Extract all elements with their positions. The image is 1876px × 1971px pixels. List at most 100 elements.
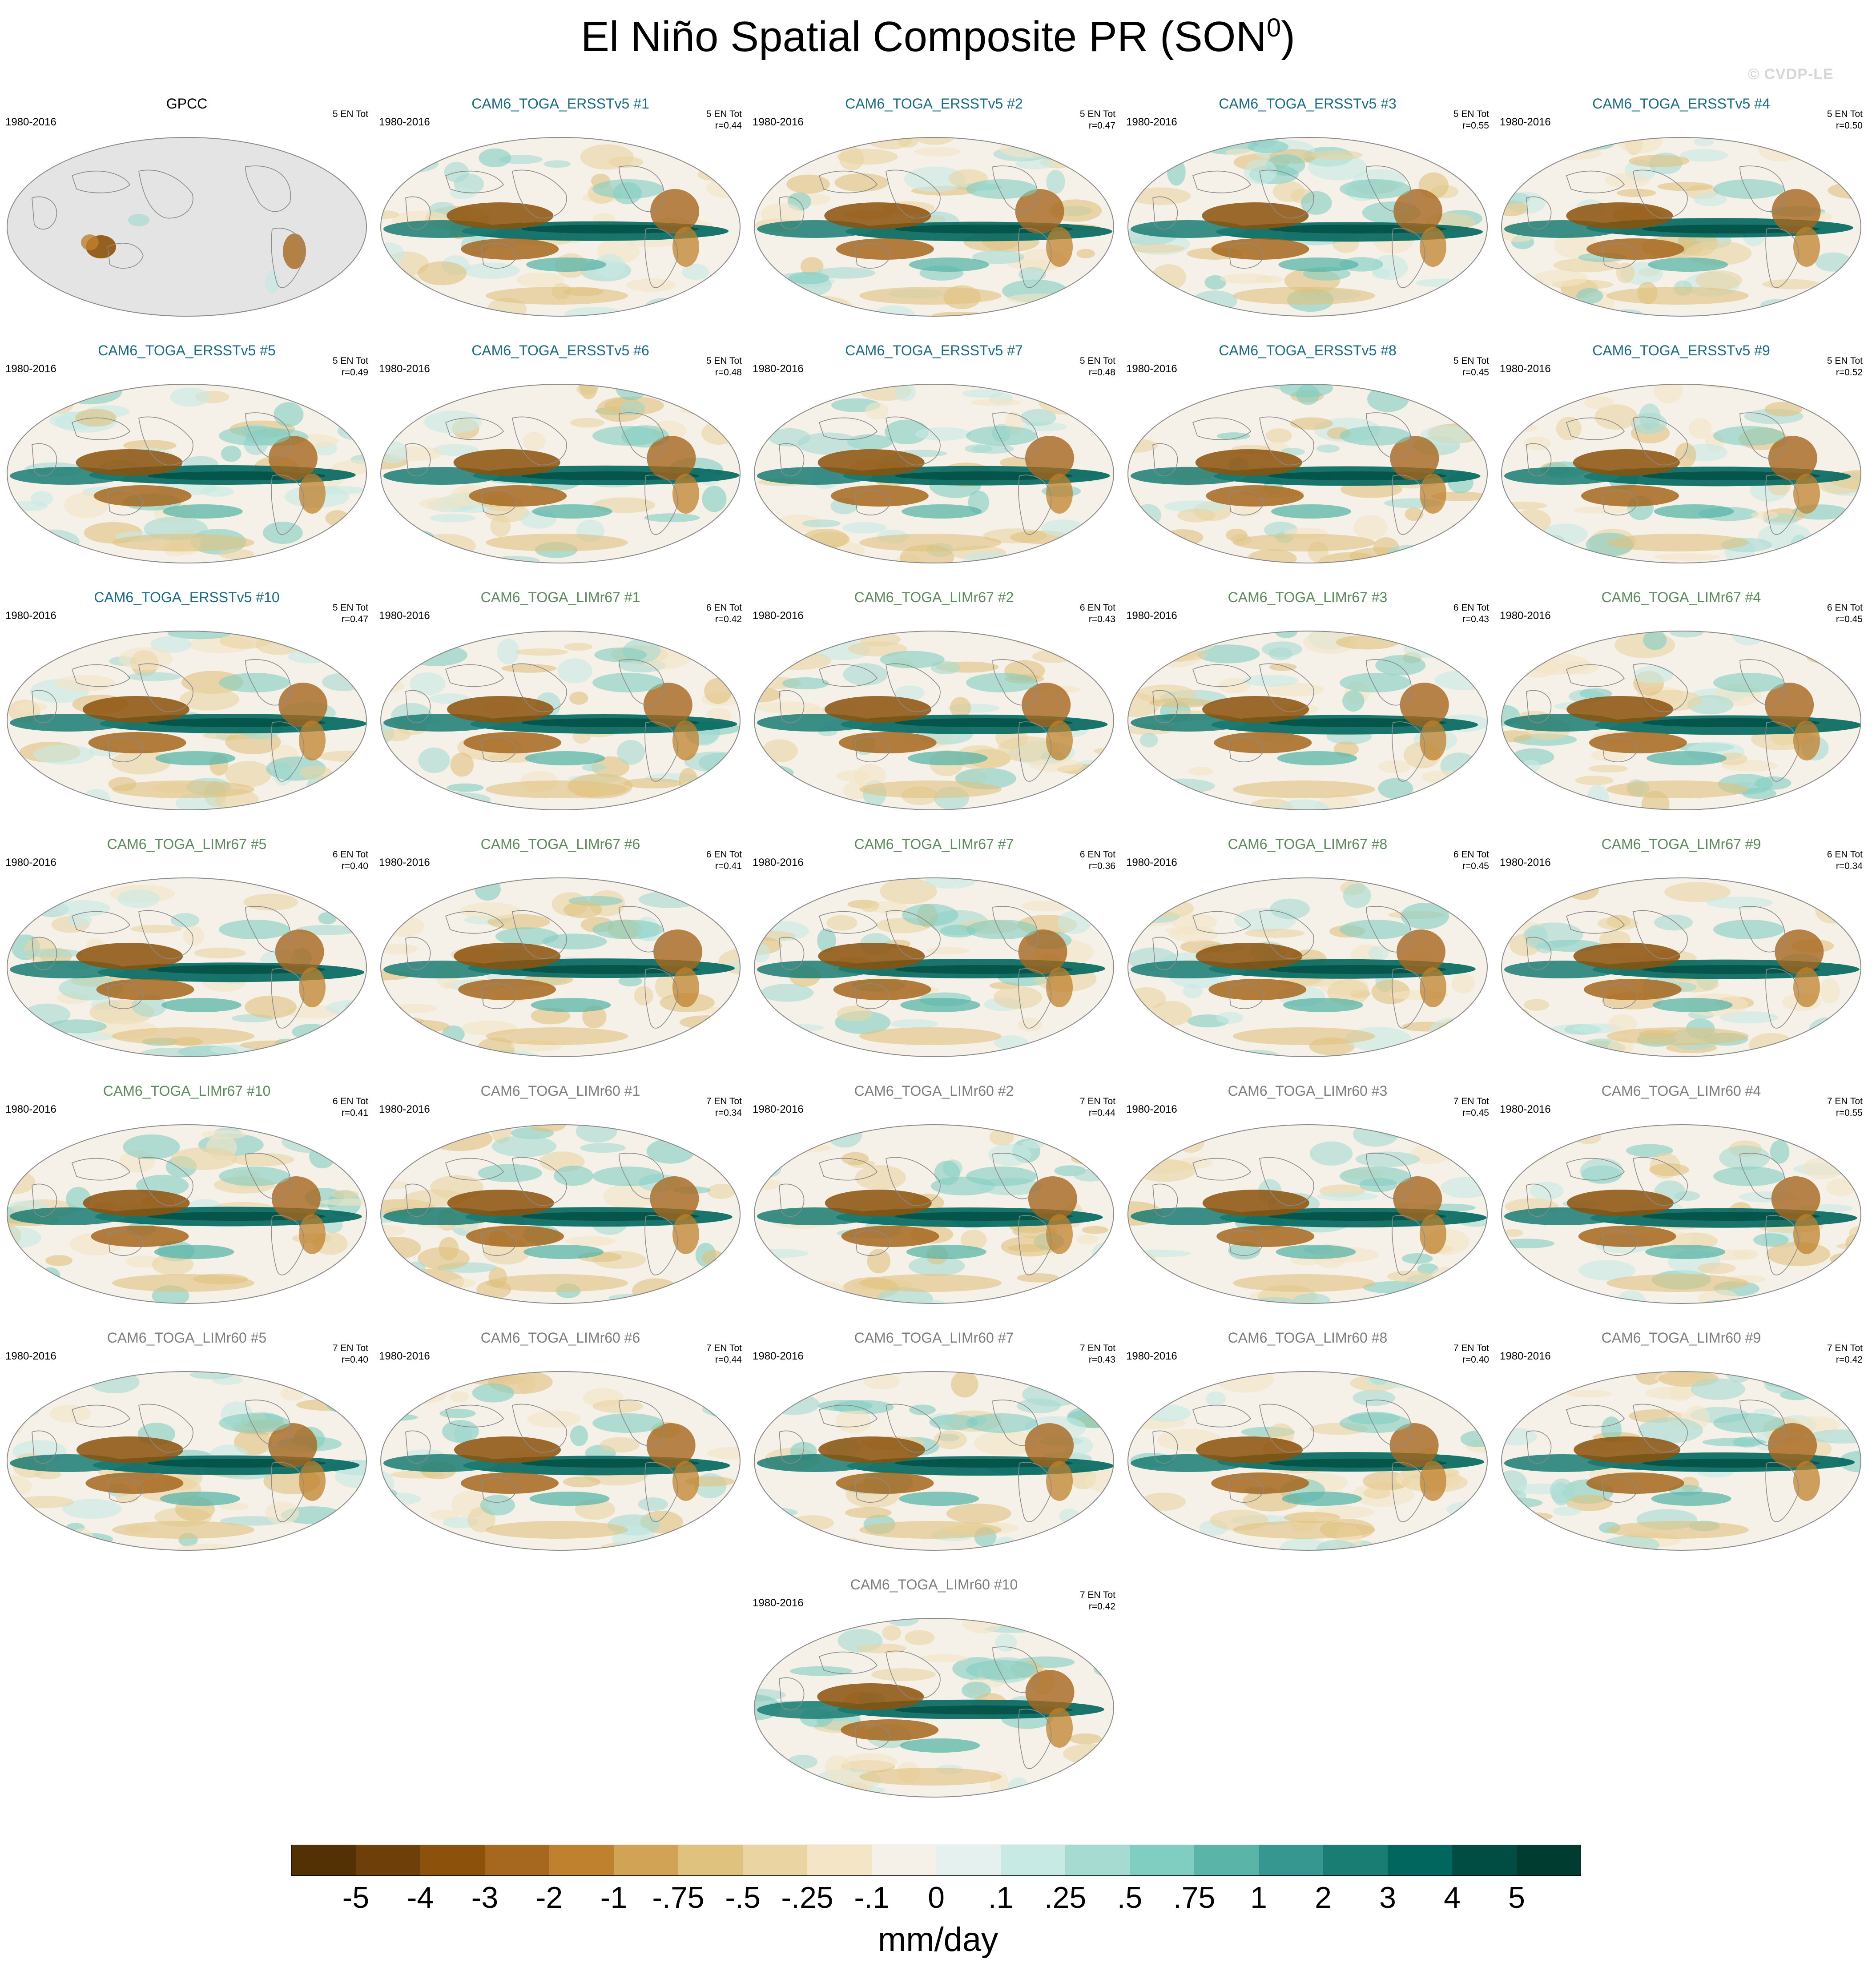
watermark: © CVDP-LE — [1748, 66, 1834, 83]
colorbar-tick-label: 5 — [1508, 1881, 1525, 1915]
map-heatmap — [754, 631, 1114, 810]
panel-title: CAM6_TOGA_ERSSTv5 #10 — [94, 589, 280, 605]
map-heatmap — [1501, 384, 1861, 563]
colorbar-tick-label: -3 — [471, 1881, 499, 1915]
colorbar-swatch — [420, 1845, 485, 1876]
panel-title: CAM6_TOGA_LIMr60 #1 — [480, 1083, 640, 1099]
map-panel: CAM6_TOGA_LIMr67 #2 1980-2016 6 EN Tot r=0.… — [747, 589, 1121, 821]
panel-event-count: 6 EN Tot — [1453, 603, 1489, 613]
colorbar-swatch — [1452, 1845, 1517, 1876]
map-heatmap — [1127, 137, 1488, 317]
map-heatmap — [754, 384, 1114, 563]
panel-event-count: 7 EN Tot — [1453, 1343, 1489, 1353]
panel-event-count: 7 EN Tot — [706, 1096, 742, 1106]
panel-correlation: r=0.43 — [1462, 614, 1489, 624]
panel-event-count: 7 EN Tot — [1453, 1096, 1489, 1106]
panel-period: 1980-2016 — [5, 1350, 56, 1362]
map-panel: CAM6_TOGA_ERSSTv5 #2 1980-2016 5 EN Tot r=0… — [747, 96, 1121, 327]
map-panel: CAM6_TOGA_LIMr67 #5 1980-2016 6 EN Tot r=0.… — [0, 836, 374, 1067]
panel-title: CAM6_TOGA_LIMr67 #2 — [854, 589, 1014, 605]
panel-title: CAM6_TOGA_LIMr67 #8 — [1228, 836, 1388, 852]
map-panel: CAM6_TOGA_ERSSTv5 #4 1980-2016 5 EN Tot r=0… — [1494, 96, 1868, 327]
panel-correlation: r=0.42 — [1836, 1355, 1863, 1365]
panel-event-count: 5 EN Tot — [1079, 109, 1115, 119]
colorbar-swatch — [743, 1845, 808, 1876]
colorbar-swatch — [291, 1845, 356, 1876]
panel-title: CAM6_TOGA_LIMr60 #9 — [1601, 1330, 1761, 1346]
panel-correlation: r=0.47 — [341, 614, 368, 624]
panel-title: CAM6_TOGA_ERSSTv5 #9 — [1592, 342, 1770, 358]
panel-title: CAM6_TOGA_ERSSTv5 #4 — [1592, 96, 1770, 112]
map-heatmap — [1501, 631, 1861, 810]
colorbar-tick-label: -1 — [600, 1881, 628, 1915]
panel-event-count: 6 EN Tot — [332, 849, 368, 860]
panel-event-count: 6 EN Tot — [1079, 849, 1115, 860]
panel-event-count: 7 EN Tot — [1079, 1096, 1115, 1106]
colorbar-swatch — [936, 1845, 1001, 1876]
colorbar-tick-label: -.75 — [652, 1881, 705, 1915]
panel-period: 1980-2016 — [379, 363, 430, 375]
panel-event-count: 5 EN Tot — [1827, 109, 1863, 119]
colorbar-swatch — [614, 1845, 679, 1876]
panel-title: CAM6_TOGA_LIMr67 #10 — [103, 1083, 271, 1099]
map-panel: CAM6_TOGA_ERSSTv5 #1 1980-2016 5 EN Tot r=0… — [374, 96, 747, 327]
panel-period: 1980-2016 — [1126, 1350, 1177, 1362]
panel-title: CAM6_TOGA_ERSSTv5 #6 — [471, 342, 649, 358]
colorbar-tick-label: .75 — [1173, 1881, 1216, 1915]
map-panel: CAM6_TOGA_LIMr60 #1 1980-2016 7 EN Tot r=0.… — [374, 1083, 747, 1314]
map-heatmap — [7, 1371, 367, 1551]
panel-title: CAM6_TOGA_ERSSTv5 #7 — [845, 342, 1023, 358]
panel-period: 1980-2016 — [1500, 1103, 1551, 1115]
map-panel: CAM6_TOGA_LIMr60 #6 1980-2016 7 EN Tot r=0.… — [374, 1330, 747, 1561]
map-panel: CAM6_TOGA_ERSSTv5 #6 1980-2016 5 EN Tot r=0… — [374, 342, 747, 574]
map-heatmap — [380, 137, 741, 317]
colorbar-tick-label: -5 — [342, 1881, 370, 1915]
colorbar-tick-label: .5 — [1117, 1881, 1143, 1915]
panel-event-count: 6 EN Tot — [1827, 849, 1863, 860]
panel-correlation: r=0.43 — [1088, 1355, 1115, 1365]
map-panel: CAM6_TOGA_LIMr60 #9 1980-2016 7 EN Tot r=0.… — [1494, 1330, 1868, 1561]
map-heatmap — [754, 137, 1114, 317]
panel-correlation: r=0.45 — [1462, 367, 1489, 378]
map-heatmap — [1127, 877, 1488, 1057]
map-heatmap — [1127, 1371, 1488, 1551]
colorbar-tick-label: .1 — [988, 1881, 1014, 1915]
panel-title: CAM6_TOGA_LIMr60 #3 — [1228, 1083, 1388, 1099]
map-panel: CAM6_TOGA_LIMr60 #5 1980-2016 7 EN Tot r=0.… — [0, 1330, 374, 1561]
panel-event-count: 7 EN Tot — [706, 1343, 742, 1353]
colorbar-swatch — [356, 1845, 421, 1876]
colorbar-swatch — [1517, 1845, 1581, 1876]
panel-title: CAM6_TOGA_LIMr60 #2 — [854, 1083, 1014, 1099]
colorbar-tick-label: 0 — [928, 1881, 945, 1915]
panel-period: 1980-2016 — [379, 1103, 430, 1115]
panel-period: 1980-2016 — [753, 1350, 804, 1362]
panel-correlation: r=0.34 — [715, 1108, 742, 1118]
map-heatmap — [7, 877, 367, 1057]
panel-title: CAM6_TOGA_ERSSTv5 #3 — [1219, 96, 1397, 112]
panel-title: CAM6_TOGA_LIMr67 #7 — [854, 836, 1014, 852]
panel-period: 1980-2016 — [5, 857, 56, 869]
panel-correlation: r=0.44 — [715, 1355, 742, 1365]
panel-period: 1980-2016 — [1126, 1103, 1177, 1115]
colorbar-tick-label: -.1 — [854, 1881, 890, 1915]
chart-title: El Niño Spatial Composite PR (SON0) — [580, 13, 1296, 60]
panel-event-count: 5 EN Tot — [1827, 356, 1863, 366]
panel-period: 1980-2016 — [753, 1103, 804, 1115]
panel-title: GPCC — [166, 96, 208, 112]
colorbar — [291, 1845, 1581, 1876]
panel-event-count: 5 EN Tot — [1453, 109, 1489, 119]
map-panel: CAM6_TOGA_ERSSTv5 #3 1980-2016 5 EN Tot r=0… — [1121, 96, 1494, 327]
panel-period: 1980-2016 — [1126, 116, 1177, 128]
colorbar-swatch — [872, 1845, 937, 1876]
panel-title: CAM6_TOGA_ERSSTv5 #8 — [1219, 342, 1397, 358]
map-panel: CAM6_TOGA_LIMr60 #7 1980-2016 7 EN Tot r=0.… — [747, 1330, 1121, 1561]
map-panel: CAM6_TOGA_LIMr60 #3 1980-2016 7 EN Tot r=0.… — [1121, 1083, 1494, 1314]
panel-period: 1980-2016 — [1500, 116, 1551, 128]
panel-period: 1980-2016 — [1500, 610, 1551, 622]
map-heatmap — [1127, 1124, 1488, 1304]
map-panel: CAM6_TOGA_LIMr67 #6 1980-2016 6 EN Tot r=0.… — [374, 836, 747, 1067]
panel-correlation: r=0.49 — [341, 367, 368, 378]
panel-event-count: 7 EN Tot — [1827, 1096, 1863, 1106]
map-panel: CAM6_TOGA_LIMr60 #8 1980-2016 7 EN Tot r=0.… — [1121, 1330, 1494, 1561]
map-heatmap — [754, 877, 1114, 1057]
